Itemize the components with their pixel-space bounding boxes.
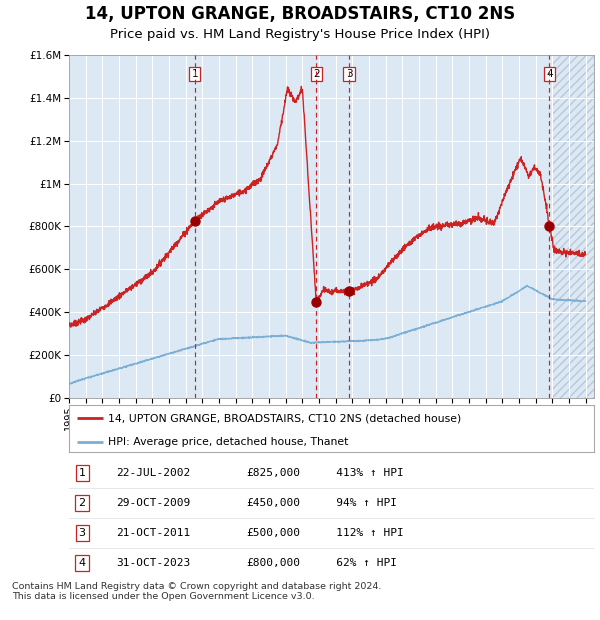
Text: 4: 4 <box>79 558 86 568</box>
Text: 2: 2 <box>313 69 319 79</box>
Text: £800,000: £800,000 <box>246 558 300 568</box>
Text: 413% ↑ HPI: 413% ↑ HPI <box>316 468 404 478</box>
Text: 3: 3 <box>79 528 86 538</box>
Text: 62% ↑ HPI: 62% ↑ HPI <box>316 558 397 568</box>
Text: 3: 3 <box>346 69 352 79</box>
Text: 1: 1 <box>191 69 198 79</box>
Text: 21-OCT-2011: 21-OCT-2011 <box>116 528 191 538</box>
Text: 2: 2 <box>79 498 86 508</box>
Text: 14, UPTON GRANGE, BROADSTAIRS, CT10 2NS (detached house): 14, UPTON GRANGE, BROADSTAIRS, CT10 2NS … <box>109 413 461 423</box>
Text: Contains HM Land Registry data © Crown copyright and database right 2024.
This d: Contains HM Land Registry data © Crown c… <box>12 582 382 601</box>
Text: £500,000: £500,000 <box>246 528 300 538</box>
Text: Price paid vs. HM Land Registry's House Price Index (HPI): Price paid vs. HM Land Registry's House … <box>110 28 490 41</box>
Text: 29-OCT-2009: 29-OCT-2009 <box>116 498 191 508</box>
Text: 14, UPTON GRANGE, BROADSTAIRS, CT10 2NS: 14, UPTON GRANGE, BROADSTAIRS, CT10 2NS <box>85 5 515 23</box>
Text: £825,000: £825,000 <box>246 468 300 478</box>
Text: HPI: Average price, detached house, Thanet: HPI: Average price, detached house, Than… <box>109 436 349 446</box>
Text: £450,000: £450,000 <box>246 498 300 508</box>
Text: 22-JUL-2002: 22-JUL-2002 <box>116 468 191 478</box>
Text: 4: 4 <box>546 69 553 79</box>
Text: 112% ↑ HPI: 112% ↑ HPI <box>316 528 404 538</box>
Text: 94% ↑ HPI: 94% ↑ HPI <box>316 498 397 508</box>
Text: 31-OCT-2023: 31-OCT-2023 <box>116 558 191 568</box>
Text: 1: 1 <box>79 468 86 478</box>
